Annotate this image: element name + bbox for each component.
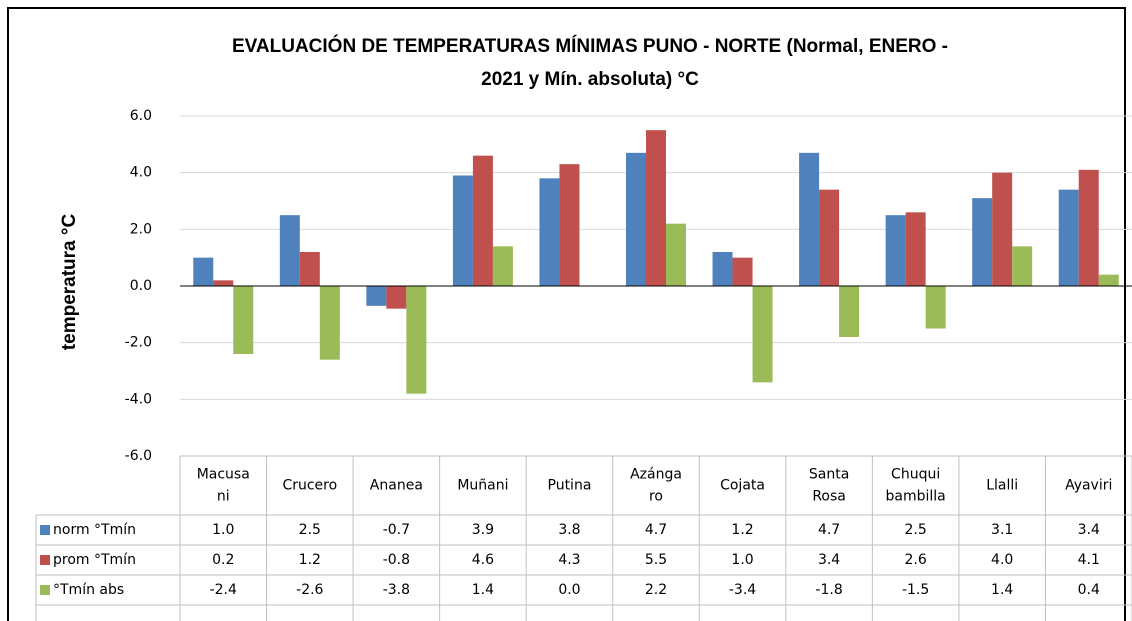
table-cell: 1.2	[299, 552, 321, 568]
x-tick-label: Muñani	[457, 478, 508, 494]
table-cell: 5.5	[645, 552, 667, 568]
x-tick-label: Cojata	[720, 478, 765, 494]
x-tick-label: Putina	[548, 478, 592, 494]
table-cell: -0.8	[383, 552, 410, 568]
y-tick-label: 4.0	[130, 165, 152, 181]
table-cell: 2.6	[905, 552, 927, 568]
legend-label: prom °Tmín	[53, 552, 136, 568]
y-tick-label: -6.0	[125, 448, 152, 464]
y-tick-label: 0.0	[130, 278, 152, 294]
bar	[626, 152, 646, 286]
x-tick-label: Chuqui bambilla	[886, 467, 946, 505]
bar	[319, 286, 340, 360]
table-cell: 4.0	[991, 552, 1013, 568]
bar	[992, 172, 1013, 286]
table-cell: -3.4	[729, 582, 756, 598]
table-cell: -1.8	[815, 582, 842, 598]
bar	[646, 130, 666, 286]
table-cell: 1.0	[212, 522, 234, 538]
table-cell: 1.4	[991, 582, 1013, 598]
bar	[406, 286, 427, 394]
table-cell: 0.4	[1078, 582, 1100, 598]
table-cell: 1.0	[731, 552, 753, 568]
table-cell: 3.4	[818, 552, 840, 568]
bar	[1012, 246, 1033, 286]
y-tick-label: -2.0	[125, 335, 152, 351]
frame	[7, 7, 1126, 621]
bar	[279, 215, 300, 286]
table-cell: -0.7	[383, 522, 410, 538]
table-cell: 2.5	[905, 522, 927, 538]
bar	[213, 280, 234, 286]
table-cell: 2.2	[645, 582, 667, 598]
bar	[819, 189, 840, 286]
table-cell: -2.6	[296, 582, 323, 598]
x-tick-label: Azánga ro	[630, 467, 682, 505]
bar	[472, 155, 493, 286]
bar	[492, 246, 513, 286]
bar	[799, 152, 820, 286]
bar	[559, 164, 580, 286]
bar	[1058, 189, 1079, 286]
table-cell: 3.1	[991, 522, 1013, 538]
legend-label: °Tmín abs	[53, 582, 124, 598]
table-cell: 1.4	[472, 582, 494, 598]
bar	[452, 175, 473, 286]
x-tick-label: Llalli	[986, 478, 1018, 494]
bar	[839, 286, 860, 337]
legend-swatch	[40, 525, 50, 535]
table-cell: 4.7	[645, 522, 667, 538]
bar	[925, 286, 946, 329]
legend-swatch	[40, 585, 50, 595]
table-cell: 3.4	[1078, 522, 1100, 538]
table-cell: 4.6	[472, 552, 494, 568]
table-cell: 0.2	[212, 552, 234, 568]
y-tick-label: 2.0	[130, 221, 152, 237]
x-tick-label: Crucero	[282, 478, 337, 494]
bar	[666, 223, 686, 286]
legend-swatch	[40, 555, 50, 565]
bar	[299, 252, 320, 286]
x-tick-label: Macusa ni	[197, 467, 250, 505]
table-cell: 4.1	[1078, 552, 1100, 568]
bar	[1078, 169, 1099, 286]
table-cell: 4.7	[818, 522, 840, 538]
table-cell: 3.9	[472, 522, 494, 538]
x-tick-label: Santa Rosa	[809, 467, 849, 505]
bar	[1098, 274, 1119, 286]
bar	[712, 252, 733, 286]
bar	[539, 178, 560, 286]
table-cell: 4.3	[558, 552, 580, 568]
table-cell: -3.8	[383, 582, 410, 598]
y-tick-label: 6.0	[130, 108, 152, 124]
bar	[905, 212, 926, 286]
table-cell: 1.2	[731, 522, 753, 538]
table-cell: 2.5	[299, 522, 321, 538]
bar	[386, 286, 407, 309]
bar	[732, 257, 753, 286]
table-cell: 0.0	[558, 582, 580, 598]
table-cell: -1.5	[902, 582, 929, 598]
legend-label: norm °Tmín	[53, 522, 136, 538]
bar	[752, 286, 773, 383]
table-cell: -2.4	[210, 582, 237, 598]
bar	[366, 286, 387, 306]
x-tick-label: Ayaviri	[1065, 478, 1112, 494]
bar	[972, 198, 993, 286]
table-cell: 3.8	[558, 522, 580, 538]
bar	[193, 257, 214, 286]
x-tick-label: Ananea	[370, 478, 423, 494]
bar	[885, 215, 906, 286]
y-axis-label: temperatura °C	[59, 214, 80, 351]
y-tick-label: -4.0	[125, 391, 152, 407]
bar	[233, 286, 254, 354]
chart-title: EVALUACIÓN DE TEMPERATURAS MÍNIMAS PUNO …	[232, 35, 948, 90]
